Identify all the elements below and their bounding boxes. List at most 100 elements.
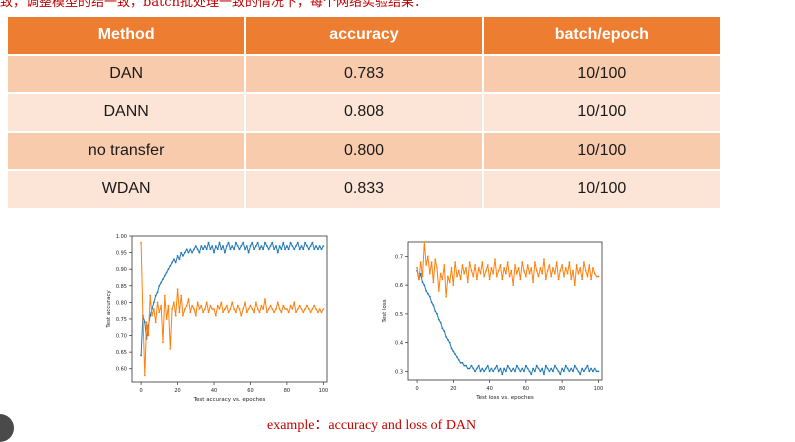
acc-series-2-point	[287, 311, 290, 314]
acc-series-1-point	[238, 248, 241, 251]
loss-series-1-point	[450, 347, 453, 350]
acc-series-1-point	[205, 248, 208, 251]
acc-series-1-point	[311, 241, 314, 244]
acc-series-2-point	[233, 308, 236, 310]
loss-series-2-point	[584, 269, 587, 272]
acc-series-2-point	[267, 308, 270, 310]
loss-series-2-point	[535, 269, 538, 272]
loss-series-2-point	[503, 267, 505, 269]
acc-series-2-point	[262, 308, 265, 310]
acc-series-1-point	[271, 241, 274, 244]
loss-series-2-point	[543, 258, 545, 261]
acc-ytick-label: 0.75	[116, 317, 127, 323]
loss-series-1-point	[525, 364, 527, 367]
loss-series-2-point	[572, 269, 574, 272]
acc-series-2-point	[165, 318, 168, 320]
acc-series-1-point	[162, 278, 164, 280]
loss-series-2-point	[436, 267, 438, 269]
loss-series-1-point	[474, 370, 476, 373]
loss-series-1-point	[595, 370, 598, 373]
acc-series-2-point	[142, 314, 144, 317]
acc-series-2-point	[276, 301, 279, 304]
loss-series-2-point	[494, 258, 496, 261]
loss-series-1-point	[521, 367, 524, 370]
acc-series-2-point	[291, 308, 294, 310]
table-header-row: Method accuracy batch/epoch	[8, 17, 720, 55]
loss-y-axis-label: Test loss	[382, 299, 388, 323]
acc-series-1-point	[251, 241, 254, 244]
loss-series-2-point	[423, 241, 426, 243]
acc-series-1-point	[269, 245, 272, 247]
acc-series-1-point	[286, 245, 288, 247]
acc-series-1-point	[273, 248, 275, 251]
acc-series-2-point	[244, 301, 246, 304]
loss-series-1-point	[577, 370, 580, 373]
acc-series-1-point	[295, 245, 297, 247]
loss-series-1-point	[563, 370, 565, 373]
acc-series-1-point	[218, 241, 221, 244]
loss-series-1-point	[543, 373, 545, 376]
loss-series-2-point	[581, 278, 583, 281]
loss-ytick-label: 0.4	[395, 341, 403, 347]
acc-series-2-point	[174, 314, 177, 317]
loss-xtick-label: 20	[450, 386, 456, 392]
acc-series-2-point	[256, 308, 259, 310]
header-method: Method	[8, 17, 247, 55]
loss-series-2-point	[505, 272, 507, 275]
loss-xtick-label: 60	[523, 386, 529, 392]
acc-series-2-point	[154, 321, 157, 324]
acc-xtick-label: 100	[319, 388, 329, 394]
loss-series-2-point	[465, 267, 467, 269]
acc-series-2-point	[313, 304, 316, 307]
acc-ytick-label: 0.60	[116, 367, 127, 373]
loss-series-1-point	[534, 370, 536, 373]
acc-series-2-point	[202, 311, 204, 314]
acc-series-1-point	[320, 248, 323, 251]
loss-series-1-point	[457, 359, 460, 361]
loss-series-2-point	[427, 255, 429, 258]
loss-series-1-point	[428, 295, 431, 298]
acc-series-1-point	[253, 248, 256, 251]
loss-series-1-point	[477, 364, 480, 367]
acc-series-1-point	[302, 248, 305, 251]
acc-series-2-point	[196, 301, 199, 304]
loss-series-1-point	[537, 367, 540, 370]
loss-series-1-point	[530, 373, 533, 376]
loss-series-2-point	[477, 267, 480, 269]
acc-series-1-point	[224, 251, 226, 254]
loss-series-2-point	[476, 278, 478, 281]
loss-series-1-point	[505, 370, 507, 373]
cell-batch-epoch: 10/100	[482, 169, 720, 208]
acc-series-1-point	[227, 241, 230, 244]
loss-series-2-point	[548, 264, 551, 266]
loss-series-2-point	[425, 264, 427, 266]
acc-series-2-point	[269, 304, 272, 307]
acc-series-1-point	[245, 245, 248, 247]
acc-series-1-point	[229, 248, 232, 251]
acc-series-1-point	[300, 245, 303, 247]
acc-series-2-point	[173, 301, 175, 304]
acc-series-1-point	[289, 241, 292, 244]
loss-series-1-point	[539, 370, 542, 373]
acc-series-2-point	[220, 301, 223, 304]
header-batch-epoch: batch/epoch	[482, 17, 720, 55]
acc-series-1-point	[249, 245, 252, 247]
loss-series-2-point	[570, 278, 573, 281]
loss-series-2-point	[528, 272, 531, 275]
acc-series-1-point	[207, 241, 210, 244]
loss-series-1-point	[568, 370, 571, 373]
loss-series-2-point	[457, 269, 460, 272]
acc-series-2-point	[224, 308, 226, 310]
acc-series-2-point	[216, 304, 219, 307]
loss-series-2-point	[532, 281, 534, 284]
loss-series-2-point	[519, 278, 522, 281]
acc-series-1-point	[184, 251, 186, 254]
loss-ytick-label: 0.6	[395, 283, 403, 289]
acc-series-2-point	[255, 301, 257, 304]
loss-series-1-point	[459, 361, 462, 364]
loss-series-1-point	[445, 336, 447, 338]
acc-series-1-point	[189, 248, 192, 251]
acc-xtick-label: 40	[211, 388, 217, 394]
loss-series-1-point	[479, 370, 482, 373]
loss-series-1-point	[506, 364, 509, 367]
